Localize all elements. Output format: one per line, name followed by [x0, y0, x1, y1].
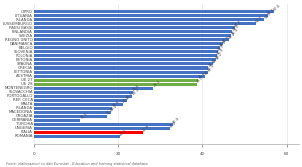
Bar [34, 18, 264, 21]
Text: 42.4: 42.4 [212, 56, 220, 64]
Text: 41.3: 41.3 [207, 64, 216, 72]
Text: Fonte: elaborazioni su dati Eurostat - Education and training statistical databa: Fonte: elaborazioni su dati Eurostat - E… [6, 162, 148, 166]
Text: 44.1: 44.1 [219, 40, 227, 48]
Bar [34, 54, 217, 57]
Bar [34, 103, 123, 106]
Bar [34, 123, 172, 126]
Text: 55.6: 55.6 [267, 8, 276, 16]
Text: 18.2: 18.2 [110, 104, 118, 112]
Text: 39.0: 39.0 [198, 72, 206, 80]
Text: 32.9: 32.9 [172, 116, 180, 124]
Text: 38.7: 38.7 [196, 76, 205, 84]
Bar [34, 74, 204, 77]
Text: 20.4: 20.4 [119, 128, 128, 136]
Bar [34, 107, 112, 110]
Bar [34, 87, 153, 90]
Text: 21.0: 21.0 [122, 96, 130, 104]
Text: 18.6: 18.6 [111, 100, 120, 108]
Bar [34, 119, 80, 122]
Bar [34, 46, 220, 49]
Text: 46.9: 46.9 [231, 28, 239, 36]
Text: 43.2: 43.2 [215, 52, 224, 60]
Bar [34, 127, 170, 130]
Text: 17.3: 17.3 [106, 108, 115, 116]
Bar [34, 14, 268, 17]
Bar [34, 82, 197, 86]
Bar [34, 50, 218, 53]
Text: 23.3: 23.3 [131, 88, 140, 96]
Bar [34, 115, 107, 118]
Bar [34, 42, 223, 45]
Bar [34, 66, 208, 69]
Text: 47.7: 47.7 [234, 20, 243, 28]
Bar [34, 22, 256, 25]
Text: 52.7: 52.7 [255, 16, 264, 24]
Bar [34, 10, 274, 13]
Bar [34, 111, 111, 114]
Text: 43.7: 43.7 [217, 44, 226, 52]
Text: 25.9: 25.9 [142, 124, 151, 132]
Text: 23.5: 23.5 [132, 84, 141, 92]
Bar [34, 58, 216, 61]
Bar [34, 91, 133, 94]
Text: 22.1: 22.1 [126, 92, 135, 100]
Text: 43.4: 43.4 [216, 48, 224, 56]
Bar [34, 62, 213, 65]
Bar [34, 135, 120, 138]
Text: 54.7: 54.7 [263, 12, 272, 20]
Text: 11.0: 11.0 [79, 112, 88, 120]
Text: 47.1: 47.1 [231, 24, 240, 32]
Bar [34, 99, 127, 102]
Bar [34, 30, 232, 33]
Bar [34, 38, 229, 41]
Text: 57.0: 57.0 [273, 4, 282, 12]
Text: 40.5: 40.5 [204, 68, 213, 76]
Bar [34, 131, 143, 134]
Text: 44.9: 44.9 [222, 36, 231, 44]
Text: 46.2: 46.2 [228, 32, 236, 40]
Bar [34, 95, 132, 98]
Text: 32.2: 32.2 [169, 120, 177, 128]
Bar [34, 78, 198, 81]
Bar [34, 70, 208, 73]
Text: 41.4: 41.4 [207, 60, 216, 68]
Text: 28.3: 28.3 [152, 80, 161, 88]
Bar [34, 34, 232, 37]
Bar [34, 26, 235, 29]
